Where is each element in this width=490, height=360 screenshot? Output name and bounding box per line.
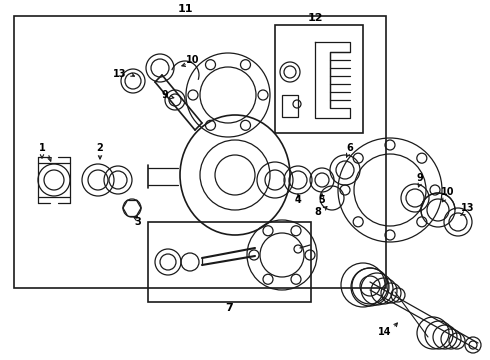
Text: 9: 9 [162, 90, 169, 100]
Text: 8: 8 [315, 207, 321, 217]
Text: 11: 11 [177, 4, 193, 14]
Bar [38, 163, 70, 197]
Text: 2: 2 [97, 143, 103, 153]
Text: 5: 5 [318, 195, 325, 205]
Text: 7: 7 [225, 303, 233, 313]
Text: 9: 9 [416, 173, 423, 183]
Bar [148, 222, 311, 302]
Text: 4: 4 [294, 195, 301, 205]
Bar [275, 25, 363, 133]
Text: 13: 13 [461, 203, 475, 213]
Text: 3: 3 [135, 217, 142, 227]
Text: 10: 10 [441, 187, 455, 197]
Text: 14: 14 [378, 327, 392, 337]
Text: 1: 1 [39, 143, 46, 153]
Text: 13: 13 [113, 69, 127, 79]
Text: 12: 12 [307, 13, 323, 23]
Text: 10: 10 [186, 55, 200, 65]
Bar [282, 95, 298, 117]
Bar [14, 16, 386, 288]
Text: 6: 6 [346, 143, 353, 153]
